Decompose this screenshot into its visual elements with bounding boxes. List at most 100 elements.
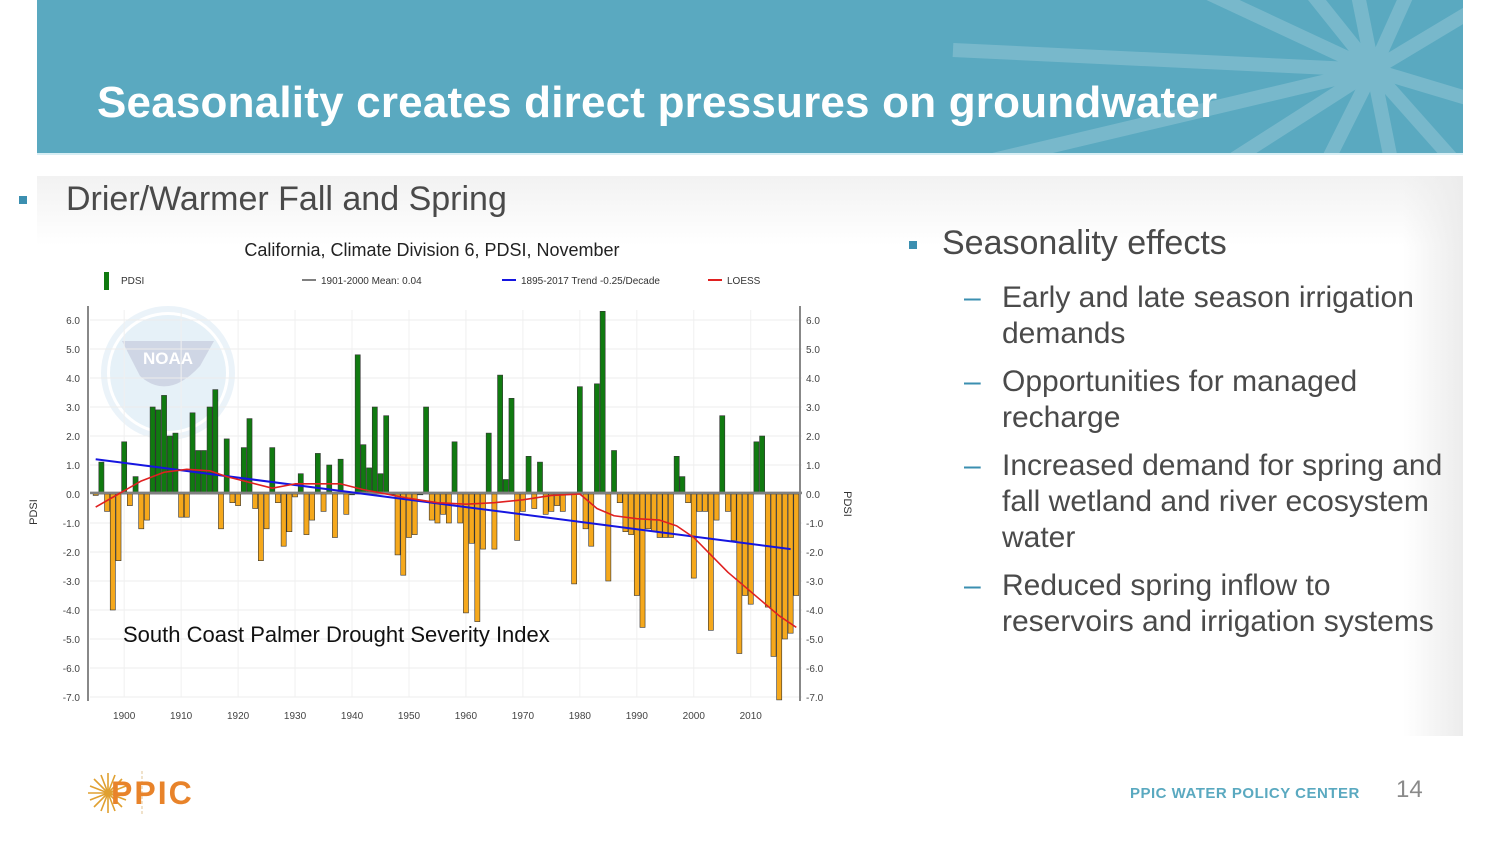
bar-2013 (764, 493, 771, 608)
y-tick-label-right: -5.0 (806, 635, 824, 646)
right-bullet-heading: Seasonality effects (906, 224, 1446, 268)
x-tick-label: 2000 (683, 711, 706, 722)
bar-1915 (206, 406, 213, 495)
bar-1970 (520, 493, 526, 512)
bar-1901 (127, 493, 133, 506)
loess-line (95, 468, 797, 629)
y-tick-label-left: -1.0 (63, 519, 81, 530)
bar-1968 (508, 398, 515, 495)
bar-1998 (679, 476, 686, 495)
list-item-text: Reduced spring inflow to reservoirs and … (1002, 569, 1434, 638)
bar-1963 (480, 493, 486, 550)
bar-1920 (235, 493, 241, 506)
y-tick-label-right: 4.0 (806, 374, 820, 385)
bar-1930 (292, 493, 298, 498)
y-tick-label-right: -2.0 (806, 548, 824, 559)
slide-title: Seasonality creates direct pressures on … (97, 78, 1218, 127)
bar-1945 (377, 473, 384, 495)
y-tick-label-right: 2.0 (806, 432, 820, 443)
y-tick-label-right: 6.0 (806, 316, 820, 327)
y-tick-label-left: -4.0 (63, 606, 81, 617)
y-tick-label-left: -6.0 (63, 664, 81, 675)
bar-1975 (548, 493, 555, 512)
bar-1948 (394, 493, 401, 556)
bar-1923 (252, 493, 259, 509)
y-axis-label-left: PDSI (28, 499, 40, 525)
chart-caption: South Coast Palmer Drought Severity Inde… (123, 622, 550, 647)
chart-title: California, Climate Division 6, PDSI, No… (244, 240, 619, 260)
bar-2002 (702, 493, 709, 512)
bar-1896 (98, 461, 105, 495)
list-item: – Increased demand for spring and fall w… (906, 448, 1446, 556)
bar-1971 (525, 456, 532, 495)
bar-1927 (275, 493, 281, 503)
y-tick-label-left: 6.0 (66, 316, 80, 327)
x-tick-label: 1950 (398, 711, 421, 722)
y-tick-label-right: 5.0 (806, 345, 820, 356)
bar-1904 (144, 493, 150, 521)
bar-2007 (730, 493, 737, 541)
x-tick-label: 1920 (227, 711, 250, 722)
bar-1955 (434, 493, 441, 524)
bar-1973 (537, 461, 543, 495)
legend-label-loess: LOESS (727, 276, 761, 287)
bar-1944 (371, 406, 378, 495)
bar-2014 (770, 493, 777, 657)
bar-1961 (468, 493, 475, 544)
x-tick-label: 2010 (740, 711, 763, 722)
footer-center-text: PPIC WATER POLICY CENTER (1130, 785, 1360, 802)
list-item: – Opportunities for managed recharge (906, 364, 1446, 436)
list-item-text: Increased demand for spring and fall wet… (1002, 449, 1443, 554)
bar-1940 (349, 493, 355, 496)
bar-1954 (428, 493, 435, 521)
bar-1941 (354, 354, 361, 495)
bar-1911 (183, 493, 190, 518)
y-tick-label-left: 4.0 (66, 374, 80, 385)
left-bullet-text: Drier/Warmer Fall and Spring (66, 180, 507, 218)
y-tick-label-right: 3.0 (806, 403, 820, 414)
bar-1924 (258, 493, 264, 561)
title-bar: Seasonality creates direct pressures on … (37, 0, 1463, 155)
x-tick-label: 1930 (284, 711, 307, 722)
bar-1953 (423, 406, 429, 495)
y-tick-label-right: -3.0 (806, 577, 824, 588)
bar-1917 (218, 493, 224, 530)
bar-2003 (708, 493, 714, 631)
list-item: – Reduced spring inflow to reservoirs an… (906, 568, 1446, 640)
bar-1918 (223, 438, 230, 495)
bar-2001 (696, 493, 703, 512)
bar-1919 (229, 493, 236, 503)
y-tick-label-right: 1.0 (806, 461, 820, 472)
y-tick-label-right: -1.0 (806, 519, 824, 530)
bar-1984 (599, 311, 606, 495)
bar-1925 (263, 493, 270, 530)
bar-2018 (793, 493, 800, 596)
bar-2005 (719, 415, 726, 495)
bar-1899 (115, 493, 122, 561)
legend-label-bar: PDSI (121, 276, 144, 287)
y-axis-label-right: PDSI (841, 491, 853, 517)
dash-icon: – (964, 281, 981, 314)
bar-1985 (605, 493, 612, 582)
bar-1921 (240, 447, 247, 495)
bar-1946 (383, 415, 390, 495)
bar-1995 (662, 493, 669, 538)
legend-label-mean: 1901-2000 Mean: 0.04 (321, 276, 422, 287)
bar-1979 (571, 493, 578, 585)
x-tick-label: 1990 (626, 711, 649, 722)
bar-1972 (531, 493, 538, 509)
legend-swatch-pdsi (104, 272, 109, 290)
bar-1908 (166, 435, 173, 495)
ppic-sunburst-logo-icon (88, 771, 143, 816)
list-item-text: Early and late season irrigation demands (1002, 281, 1414, 350)
bar-1916 (212, 389, 219, 495)
y-tick-label-right: 0.0 (806, 490, 820, 501)
bar-2004 (713, 493, 720, 521)
bar-1980 (577, 386, 583, 495)
bar-1903 (138, 493, 145, 530)
x-tick-label: 1940 (341, 711, 364, 722)
dash-icon: – (964, 449, 981, 482)
bar-1999 (685, 493, 691, 503)
trend-line (95, 458, 791, 551)
y-tick-label-right: -6.0 (806, 664, 824, 675)
